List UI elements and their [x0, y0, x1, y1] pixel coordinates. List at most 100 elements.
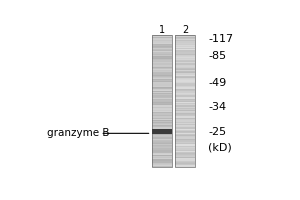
Bar	[152, 75, 172, 76]
Bar	[175, 36, 195, 37]
Bar	[175, 120, 195, 121]
Bar	[152, 156, 172, 157]
Text: -25: -25	[208, 127, 226, 137]
Bar	[152, 51, 172, 52]
Bar	[152, 162, 172, 163]
Bar	[152, 60, 172, 61]
Bar	[175, 110, 195, 111]
Bar	[152, 121, 172, 122]
Bar	[175, 164, 195, 165]
Bar	[175, 61, 195, 62]
Bar	[152, 58, 172, 59]
Bar	[175, 72, 195, 73]
Bar	[152, 116, 172, 118]
Bar	[152, 55, 172, 56]
Bar	[175, 150, 195, 151]
Bar	[152, 82, 172, 83]
Bar	[175, 55, 195, 56]
Bar	[175, 51, 195, 52]
Bar	[175, 108, 195, 109]
Bar	[175, 49, 195, 50]
Bar	[152, 65, 172, 66]
Bar	[175, 77, 195, 78]
Bar	[175, 112, 195, 113]
Bar	[175, 111, 195, 112]
Bar	[175, 145, 195, 146]
Bar	[175, 71, 195, 72]
Bar	[175, 40, 195, 41]
Bar	[175, 155, 195, 156]
Bar	[175, 45, 195, 46]
Bar	[152, 59, 172, 60]
Bar	[152, 159, 172, 161]
Bar	[152, 129, 172, 134]
Bar	[175, 103, 195, 104]
Bar	[175, 157, 195, 158]
Bar	[152, 103, 172, 104]
Bar	[175, 166, 195, 167]
Bar	[175, 130, 195, 131]
Bar	[175, 88, 195, 89]
Bar	[152, 86, 172, 87]
Bar	[175, 156, 195, 157]
Bar	[175, 133, 195, 134]
Bar	[152, 89, 172, 90]
Bar	[152, 133, 172, 134]
Bar	[152, 157, 172, 158]
Bar	[152, 136, 172, 137]
Bar	[152, 123, 172, 124]
Bar	[152, 35, 172, 167]
Bar	[175, 66, 195, 67]
Text: -117: -117	[208, 34, 233, 44]
Bar	[152, 56, 172, 57]
Bar	[152, 122, 172, 123]
Bar	[152, 135, 172, 136]
Bar	[175, 144, 195, 145]
Text: 1: 1	[159, 25, 165, 35]
Bar	[152, 70, 172, 71]
Bar	[152, 102, 172, 103]
Bar	[175, 59, 195, 60]
Bar	[152, 140, 172, 141]
Bar	[152, 109, 172, 110]
Bar	[175, 146, 195, 147]
Bar	[175, 142, 195, 143]
Bar	[152, 80, 172, 81]
Bar	[175, 57, 195, 58]
Bar	[152, 49, 172, 50]
Bar	[175, 114, 195, 115]
Bar	[152, 43, 172, 44]
Bar	[152, 108, 172, 109]
Bar	[152, 113, 172, 114]
Bar	[152, 44, 172, 45]
Bar	[175, 122, 195, 123]
Bar	[152, 150, 172, 151]
Bar	[152, 125, 172, 126]
Bar	[152, 92, 172, 93]
Bar	[152, 120, 172, 121]
Bar	[175, 52, 195, 54]
Bar	[175, 69, 195, 70]
Bar	[152, 147, 172, 148]
Bar	[175, 90, 195, 91]
Bar	[175, 70, 195, 71]
Bar	[175, 101, 195, 102]
Bar	[175, 109, 195, 110]
Bar	[175, 124, 195, 125]
Bar	[175, 91, 195, 92]
Bar	[152, 110, 172, 111]
Bar	[175, 100, 195, 101]
Bar	[175, 44, 195, 45]
Bar	[152, 112, 172, 113]
Bar	[175, 135, 195, 136]
Bar	[152, 46, 172, 47]
Bar	[152, 165, 172, 166]
Text: 2: 2	[182, 25, 188, 35]
Bar	[175, 147, 195, 148]
Bar	[175, 153, 195, 154]
Text: -85: -85	[208, 51, 226, 61]
Bar	[152, 48, 172, 49]
Bar	[175, 67, 195, 68]
Bar	[175, 35, 195, 36]
Bar	[175, 56, 195, 57]
